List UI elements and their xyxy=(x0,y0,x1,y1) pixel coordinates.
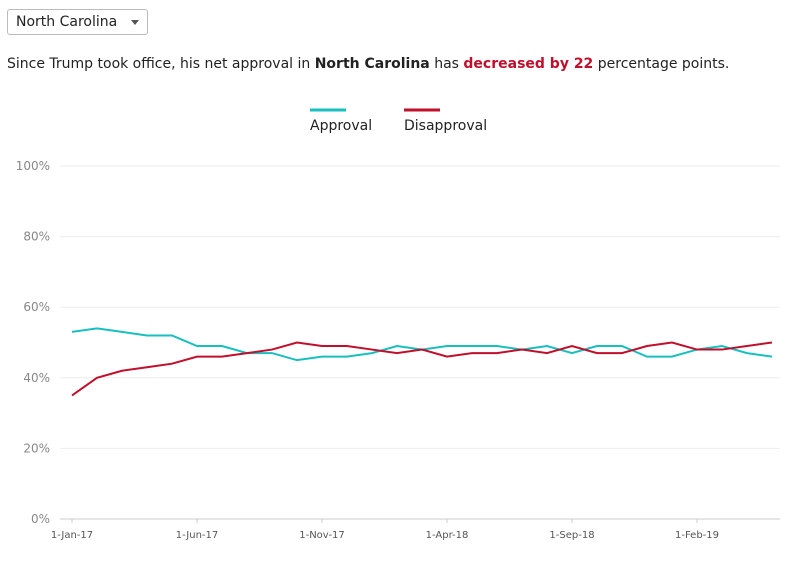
summary-change: decreased by 22 xyxy=(463,56,594,72)
summary-text: Since Trump took office, his net approva… xyxy=(7,56,315,72)
legend-label: Disapproval xyxy=(404,118,487,134)
x-tick-label: 1-Feb-19 xyxy=(675,530,719,541)
x-tick-label: 1-Nov-17 xyxy=(299,530,345,541)
line-series xyxy=(71,327,773,362)
y-tick-label: 40% xyxy=(23,371,50,385)
summary-text: has xyxy=(429,56,464,72)
y-tick-label: 80% xyxy=(23,230,50,244)
dropdown-value: North Carolina xyxy=(16,14,118,30)
x-tick-label: 1-Apr-18 xyxy=(426,530,469,541)
summary-text: percentage points. xyxy=(593,56,730,72)
state-dropdown[interactable]: North Carolina xyxy=(7,9,148,35)
line-series xyxy=(71,341,773,397)
y-tick-label: 0% xyxy=(31,512,50,526)
summary: Since Trump took office, his net approva… xyxy=(7,56,729,72)
x-tick-label: 1-Sep-18 xyxy=(549,530,594,541)
legend-label: Approval xyxy=(310,118,372,134)
y-tick-label: 60% xyxy=(23,300,50,314)
y-tick-label: 20% xyxy=(23,441,50,455)
y-tick-label: 100% xyxy=(16,159,50,173)
summary-state: North Carolina xyxy=(314,56,430,72)
x-tick-label: 1-Jun-17 xyxy=(176,530,219,541)
x-tick-label: 1-Jan-17 xyxy=(51,530,93,541)
dropdown-arrow xyxy=(131,20,139,25)
